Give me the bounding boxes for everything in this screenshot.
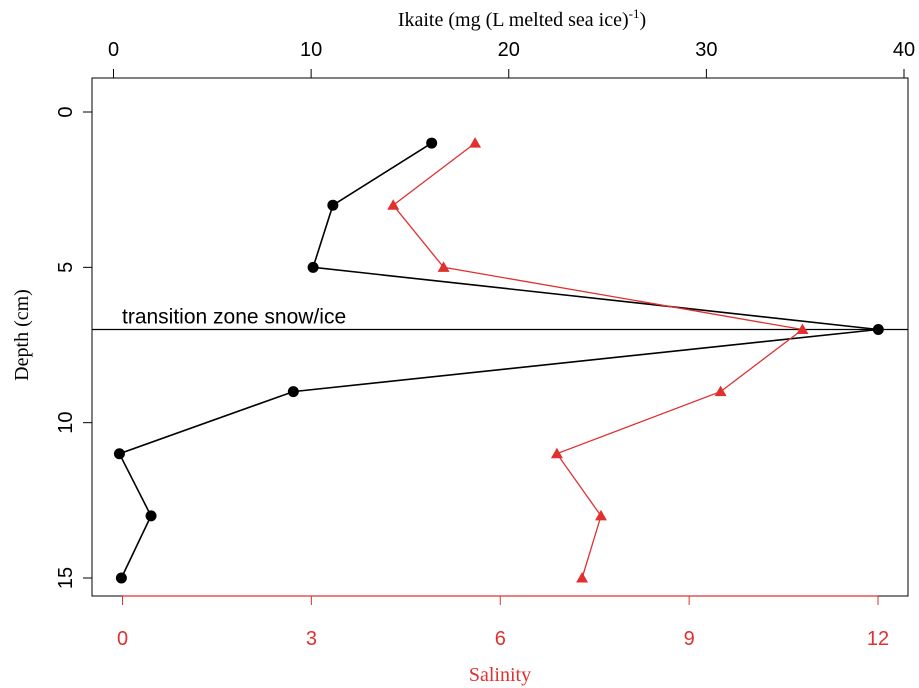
series-1-point <box>872 323 884 335</box>
series-1-line <box>118 142 879 579</box>
bottom-axis-tick-label: 6 <box>495 628 506 650</box>
left-axis-tick-label: 0 <box>55 106 77 117</box>
series-layer <box>113 137 884 584</box>
series-1-point <box>287 386 299 398</box>
top-axis-label: Ikaite (mg (L melted sea ice)-1) <box>398 6 646 31</box>
bottom-axis: 0 3 6 9 12 <box>117 595 889 650</box>
series-1-point <box>145 510 157 522</box>
bottom-axis-tick-label: 3 <box>306 628 317 650</box>
top-axis-tick-label: 10 <box>300 39 322 61</box>
series-1-point <box>115 572 127 584</box>
top-axis: 0 10 20 30 40 <box>108 39 915 79</box>
left-axis: 0 5 10 15 <box>55 106 92 589</box>
series-2-point <box>550 447 563 459</box>
top-axis-label-close: ) <box>639 9 646 31</box>
bottom-axis-tick-label: 0 <box>117 628 128 650</box>
bottom-axis-tick-label: 12 <box>867 628 889 650</box>
series-1-point <box>113 448 125 460</box>
series-1-point <box>426 137 438 149</box>
bottom-axis-tick-label: 9 <box>684 628 695 650</box>
series-2-line <box>392 142 805 579</box>
top-axis-tick-label: 20 <box>498 39 520 61</box>
top-axis-label-main: Ikaite (mg (L melted sea ice) <box>398 9 629 31</box>
series-2-point <box>387 199 400 210</box>
series-1-point <box>307 261 319 273</box>
left-axis-tick-label: 15 <box>55 567 77 589</box>
series-1-point <box>327 199 339 211</box>
series-2-point <box>714 385 727 397</box>
series-2-point <box>796 323 809 334</box>
left-axis-tick-label: 5 <box>55 262 77 273</box>
top-axis-tick-label: 0 <box>108 39 119 61</box>
plot-frame <box>91 77 909 597</box>
top-axis-label-superscript: -1 <box>629 6 640 21</box>
left-axis-tick-label: 10 <box>55 412 77 434</box>
series-2-point <box>437 261 450 272</box>
left-axis-label: Depth (cm) <box>11 289 33 381</box>
top-axis-tick-label: 30 <box>695 39 717 61</box>
transition-label: transition zone snow/ice <box>122 305 346 328</box>
series-2-point <box>576 572 589 583</box>
bottom-axis-label: Salinity <box>469 664 531 686</box>
series-2-point <box>594 509 607 521</box>
top-axis-tick-label: 40 <box>893 39 915 61</box>
series-2-point <box>469 137 482 148</box>
